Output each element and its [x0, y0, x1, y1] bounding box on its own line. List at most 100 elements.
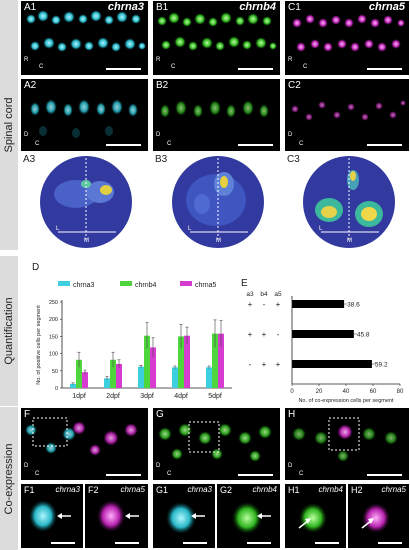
cell-texture-b1 [157, 12, 277, 51]
orientation-c: C [299, 471, 304, 477]
y-tick-label: 200 [49, 317, 58, 323]
scale-bar [115, 542, 139, 544]
scale-bar [106, 474, 141, 476]
column-header: b4 [260, 291, 268, 298]
value-label: 38.6 [347, 302, 360, 309]
panel-c3: C3 L M [285, 152, 409, 250]
panel-g2-image: G2 chrnb4 [217, 484, 280, 548]
scale-bar [106, 68, 141, 70]
panel-label: G2 [220, 485, 233, 495]
bar-chrnb4 [76, 359, 82, 388]
panel-h-image: H D C [285, 408, 409, 480]
panel-a3: A3 L M [21, 152, 148, 250]
heatmap-a3: L M [40, 156, 132, 248]
bar-chrna3 [172, 367, 178, 388]
combination-sign: + [276, 360, 281, 369]
gene-label: chrna3 [107, 1, 144, 13]
orientation-r: R [288, 57, 293, 63]
x-tick-label: 40 [343, 389, 350, 395]
panel-a1-image: A1 chrna3 R C [21, 1, 148, 75]
scale-bar [367, 144, 402, 146]
scale-bar [367, 474, 402, 476]
y-tick-label: 100 [49, 352, 58, 358]
y-tick-label: 0 [55, 386, 58, 392]
bar-chrna5 [184, 335, 190, 388]
value-label: 59.2 [375, 362, 388, 369]
section-title-spinal-cord: Spinal cord [3, 97, 15, 153]
cell-texture-g [158, 421, 272, 462]
gene-label: chrna5 [368, 1, 405, 13]
bar-chrna5 [82, 372, 88, 388]
panel-f2-image: F2 chrna5 [85, 484, 148, 548]
cell-texture-a1 [26, 10, 146, 52]
section-title-coexpression: Co-expression [3, 443, 15, 514]
gene-label: chrna3 [55, 485, 80, 494]
panel-label: B3 [155, 154, 168, 165]
orientation-r: R [24, 57, 29, 63]
bar-chrnb4 [212, 333, 218, 388]
panel-f-image: F D C [21, 408, 148, 480]
column-header: a3 [246, 291, 254, 298]
bar-chrna5 [116, 363, 122, 388]
heatmap-c3: L M [303, 156, 395, 248]
cell-texture-b2 [160, 100, 269, 118]
orientation-d: D [24, 132, 29, 138]
panel-b3: B3 L M [153, 152, 280, 250]
cell-texture-c1 [292, 14, 405, 52]
panel-a2-image: A2 D C [21, 79, 148, 151]
panel-label: H1 [288, 485, 300, 495]
bar-chrna5 [218, 333, 224, 388]
y-tick-label: 150 [49, 334, 58, 340]
legend-label: chrna3 [73, 282, 95, 289]
cell-texture-f [25, 417, 138, 456]
chart-e: Ea3 b4 a5 + - +38.6 + + - 45.8 - + +59.2 0 20 40 60 80No.… [241, 278, 404, 404]
panel-label: F2 [88, 485, 99, 495]
legend-label: chrna5 [195, 282, 217, 289]
scale-bar [247, 542, 271, 544]
combination-sign: + [248, 300, 253, 309]
scale-bar [183, 542, 207, 544]
cell-texture-g1 [166, 502, 205, 534]
x-axis-title: No. of co-expression cells per segment [298, 398, 394, 404]
x-tick-label: 0 [290, 389, 294, 395]
panel-label: H [288, 409, 296, 420]
y-tick-label: 250 [49, 300, 58, 306]
hbar [292, 360, 372, 368]
gene-label: chrna3 [187, 485, 212, 494]
panel-label: F [24, 409, 31, 420]
orientation-d: D [156, 463, 161, 469]
gene-label: chrnb4 [252, 485, 277, 494]
orientation-c: C [167, 141, 172, 147]
panel-label: C2 [288, 80, 301, 91]
panel-label: A3 [23, 154, 36, 165]
panel-label: B1 [156, 2, 169, 13]
cell-texture-h2 [361, 503, 390, 533]
legend-label: chrnb4 [135, 282, 157, 289]
panel-label: G [156, 409, 164, 420]
gene-label: chrna5 [120, 485, 145, 494]
scale-bar [238, 474, 273, 476]
combination-sign: + [262, 360, 267, 369]
bar-chrna5 [150, 347, 156, 388]
panel-c2-image: C2 D C [285, 79, 409, 151]
panel-label: B2 [156, 80, 169, 91]
orientation-d: D [288, 132, 293, 138]
legend-swatch [120, 281, 132, 286]
cell-texture-a2 [30, 99, 138, 138]
panel-label: F1 [24, 485, 35, 495]
cell-texture-h1 [298, 503, 327, 533]
panel-c1-image: C1 chrna5 R C [285, 1, 409, 75]
x-tick-label: 1dpf [72, 393, 86, 400]
column-header: a5 [274, 291, 282, 298]
y-tick-label: 50 [52, 369, 58, 375]
bar-chrna3 [104, 378, 110, 388]
gene-label: chrnb4 [239, 1, 276, 13]
x-tick-label: 4dpf [174, 393, 188, 400]
orientation-r: R [156, 57, 161, 63]
orientation-d: D [156, 132, 161, 138]
combination-sign: + [248, 330, 253, 339]
bar-chrna3 [206, 367, 212, 388]
gene-label: chrnb4 [318, 485, 343, 494]
panel-f1-image: F1 chrna3 [21, 484, 83, 548]
